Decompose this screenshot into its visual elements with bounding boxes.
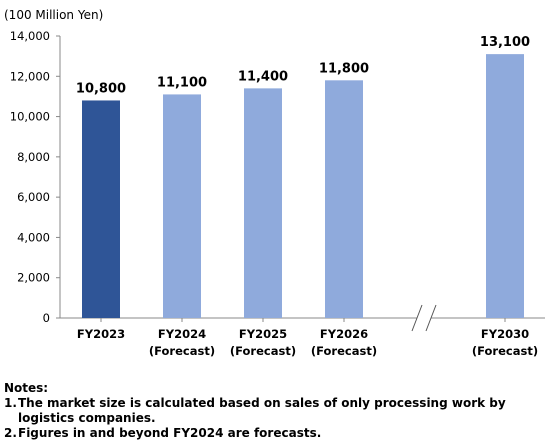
axis-break-mark — [411, 304, 423, 332]
note-number: 1. — [4, 396, 17, 410]
x-tick-label-sub: (Forecast) — [311, 344, 377, 358]
x-tick-label-sub: (Forecast) — [472, 344, 538, 358]
data-label: 11,800 — [319, 61, 369, 76]
bar — [163, 94, 201, 319]
bar — [486, 54, 524, 318]
y-tick-label: 12,000 — [10, 69, 50, 83]
note-item-2: 2. Figures in and beyond FY2024 are fore… — [4, 426, 542, 441]
y-tick-label: 2,000 — [17, 271, 50, 285]
y-tick-label: 0 — [43, 311, 50, 325]
note-item-1: 1. The market size is calculated based o… — [4, 396, 542, 426]
x-tick-label: FY2023 — [77, 327, 125, 341]
x-tick-label: FY2026 — [320, 327, 368, 341]
note-text: The market size is calculated based on s… — [18, 396, 506, 425]
bar-chart: 0 2,000 4,000 6,000 8,000 10,000 12,000 14,000 1… — [10, 29, 545, 358]
note-number: 2. — [4, 426, 17, 440]
y-tick-label: 4,000 — [17, 230, 50, 244]
data-label: 13,100 — [480, 35, 530, 50]
bar — [244, 88, 282, 318]
data-label: 11,400 — [238, 69, 288, 84]
data-label: 10,800 — [76, 81, 126, 96]
y-tick-label: 14,000 — [10, 29, 50, 43]
bar — [325, 80, 363, 318]
y-tick-label: 10,000 — [10, 110, 50, 124]
bar — [82, 100, 120, 318]
x-tick-label-sub: (Forecast) — [230, 344, 296, 358]
notes-section: Notes: 1. The market size is calculated … — [4, 381, 542, 441]
y-axis-unit-label: (100 Million Yen) — [4, 8, 104, 22]
x-tick-label: FY2025 — [239, 327, 287, 341]
y-tick-label: 8,000 — [17, 150, 50, 164]
notes-title: Notes: — [4, 381, 49, 395]
x-tick-label: FY2030 — [481, 327, 529, 341]
axis-break-mark — [425, 304, 437, 332]
x-tick-label: FY2024 — [158, 327, 206, 341]
x-tick-label-sub: (Forecast) — [149, 344, 215, 358]
data-label: 11,100 — [157, 75, 207, 90]
y-tick-label: 6,000 — [17, 190, 50, 204]
note-text: Figures in and beyond FY2024 are forecas… — [18, 426, 322, 440]
